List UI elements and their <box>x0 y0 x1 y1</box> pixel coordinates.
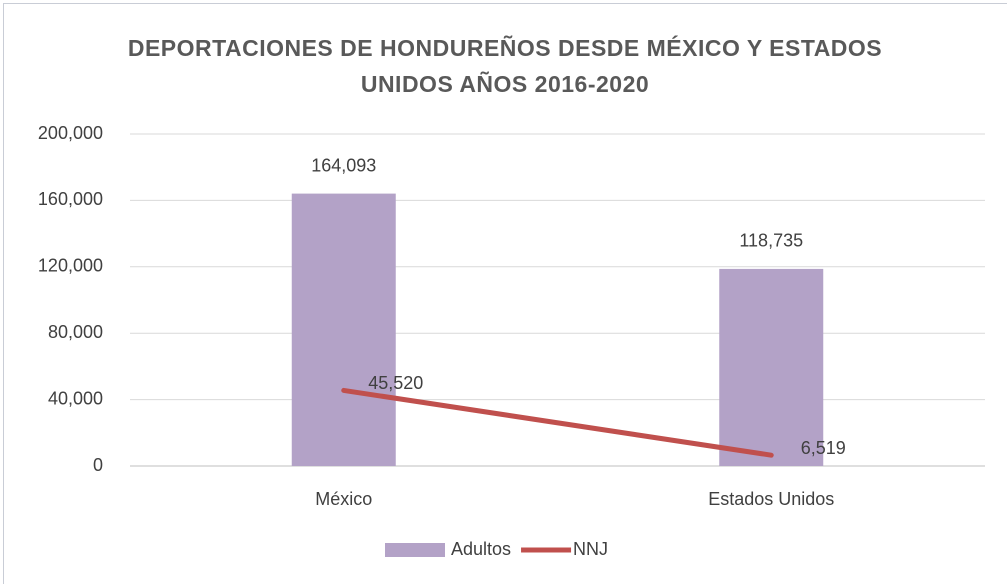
data-label: 6,519 <box>801 438 846 458</box>
x-tick-label: Estados Unidos <box>708 489 834 509</box>
y-tick-label: 200,000 <box>38 123 103 143</box>
legend-label: Adultos <box>451 539 511 559</box>
legend-swatch <box>385 543 445 557</box>
data-label: 164,093 <box>311 155 376 175</box>
legend-label: NNJ <box>573 539 608 559</box>
y-tick-label: 0 <box>93 455 103 475</box>
data-label: 118,735 <box>739 231 803 251</box>
frame <box>3 3 1007 584</box>
x-tick-label: México <box>315 489 372 509</box>
bar <box>291 193 396 466</box>
bar <box>719 268 824 466</box>
data-label: 45,520 <box>368 373 423 393</box>
y-tick-label: 80,000 <box>48 322 103 342</box>
y-tick-label: 40,000 <box>48 388 103 408</box>
line <box>341 387 774 458</box>
chart-title: DEPORTACIONES DE HONDUREÑOS DESDE MÉXICO… <box>127 35 883 97</box>
y-tick-label: 120,000 <box>38 256 103 276</box>
y-tick-label: 160,000 <box>38 189 103 209</box>
